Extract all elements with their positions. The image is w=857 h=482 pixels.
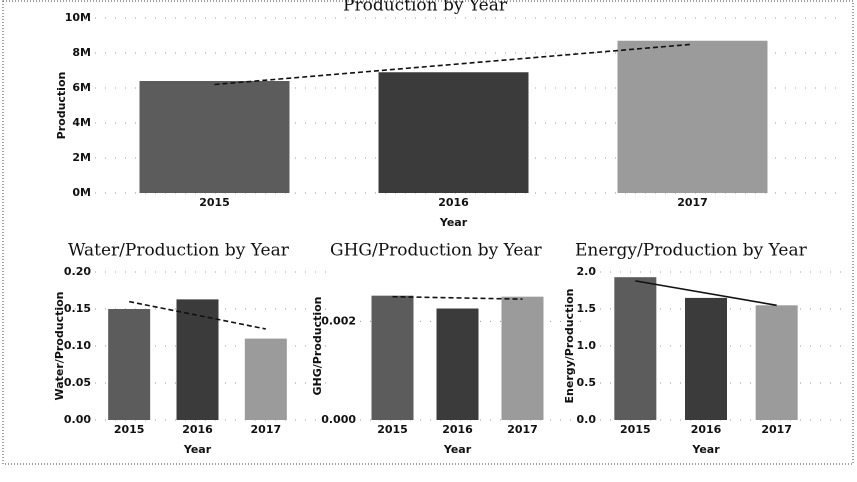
x-axis-label: Year (691, 443, 720, 456)
bar (378, 72, 529, 193)
y-tick-label: 0.5 (577, 376, 597, 389)
bar (685, 297, 727, 420)
y-tick-label: 4M (72, 116, 91, 129)
bar (501, 296, 544, 420)
y-tick-label: 0.15 (64, 302, 91, 315)
x-tick-label: 2016 (691, 423, 722, 436)
y-axis-label: Production (55, 72, 68, 140)
bar (617, 40, 768, 193)
y-tick-label: 10M (65, 11, 91, 24)
y-tick-label: 0.00 (64, 413, 91, 426)
y-axis-label: GHG/Production (311, 297, 324, 396)
trendline (635, 280, 777, 307)
bar (614, 277, 657, 420)
y-tick-label: 2M (72, 151, 91, 164)
y-axis-label: Energy/Production (563, 289, 576, 404)
bar (755, 305, 798, 420)
bar (436, 308, 479, 420)
x-tick-label: 2016 (442, 423, 473, 436)
y-tick-label: 0.0 (577, 413, 597, 426)
x-axis-label: Year (439, 216, 468, 229)
chart-title: Water/Production by Year (68, 241, 290, 261)
bar (244, 338, 287, 420)
y-tick-label: 2.0 (577, 265, 597, 278)
trendline (129, 300, 266, 330)
x-tick-label: 2015 (620, 423, 651, 436)
y-tick-label: 0.10 (64, 339, 91, 352)
y-tick-label: 1.0 (577, 339, 597, 352)
chart-title: Energy/Production by Year (575, 241, 808, 261)
bar (371, 295, 414, 420)
y-tick-label: 0.000 (321, 413, 356, 426)
x-tick-label: 2015 (377, 423, 408, 436)
y-tick-label: 1.5 (577, 302, 597, 315)
bar (139, 81, 290, 193)
chart-title: Production by Year (343, 0, 508, 16)
y-tick-label: 0.05 (64, 376, 91, 389)
x-tick-label: 2015 (114, 423, 145, 436)
x-tick-label: 2017 (677, 196, 708, 209)
x-axis-label: Year (443, 443, 472, 456)
x-tick-label: 2017 (761, 423, 792, 436)
y-tick-label: 8M (72, 46, 91, 59)
x-tick-label: 2016 (182, 423, 213, 436)
chart-title: GHG/Production by Year (330, 241, 543, 261)
y-tick-label: 0.002 (321, 314, 356, 327)
trendline (392, 295, 523, 300)
bar (176, 299, 219, 420)
x-axis-label: Year (183, 443, 212, 456)
x-tick-label: 2017 (507, 423, 538, 436)
x-tick-label: 2016 (438, 196, 469, 209)
y-tick-label: 0M (72, 186, 91, 199)
x-tick-label: 2017 (251, 423, 282, 436)
x-tick-label: 2015 (199, 196, 230, 209)
y-tick-label: 6M (72, 81, 91, 94)
bar (108, 309, 151, 420)
y-tick-label: 0.20 (64, 265, 91, 278)
y-axis-label: Water/Production (53, 291, 66, 400)
